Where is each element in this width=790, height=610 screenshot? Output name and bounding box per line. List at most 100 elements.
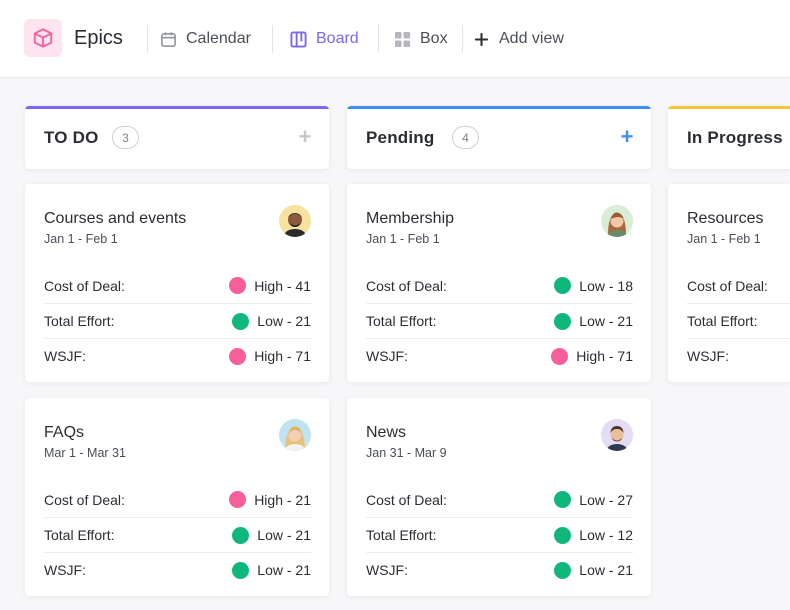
field-value[interactable]: Low - 27 — [554, 491, 633, 508]
value-text: Low - 21 — [257, 562, 311, 578]
value-text: High - 41 — [254, 277, 311, 294]
field-label: Total Effort: — [366, 313, 437, 329]
value-text: High - 71 — [254, 348, 311, 364]
value-text: Low - 18 — [579, 277, 633, 294]
status-dot — [232, 561, 250, 579]
assignee-avatar[interactable] — [279, 205, 311, 237]
field-value[interactable]: Low - 21 — [554, 312, 633, 330]
field-value[interactable]: Low - 21 — [232, 312, 311, 330]
field-label: Cost of Deal: — [366, 491, 447, 508]
task-card[interactable]: Resources Jan 1 - Feb 1 Cost of Deal: To… — [668, 184, 790, 382]
value-text: Low - 12 — [579, 527, 633, 543]
status-dot — [551, 347, 569, 365]
board-icon — [290, 30, 307, 48]
card-title: Membership — [366, 210, 455, 227]
column-count-badge: 4 — [452, 126, 479, 149]
field-label: Cost of Deal: — [366, 277, 447, 294]
epics-cube-icon[interactable] — [24, 19, 62, 57]
column-name: In Progress — [687, 128, 783, 147]
field-row: Total Effort: Low - 12 — [366, 517, 633, 552]
field-value[interactable]: High - 41 — [229, 277, 311, 294]
value-text: Low - 21 — [579, 313, 633, 329]
field-row: Cost of Deal: High - 21 — [44, 482, 311, 517]
card-dates: Mar 1 - Mar 31 — [44, 446, 126, 460]
add-task-plus-icon[interactable]: + — [298, 124, 312, 149]
tab-box-label: Box — [420, 30, 448, 47]
divider — [272, 25, 273, 53]
card-dates: Jan 1 - Feb 1 — [44, 232, 118, 246]
column-color-bar — [347, 106, 651, 109]
tab-board[interactable]: Board — [290, 28, 359, 50]
field-value[interactable]: High - 71 — [229, 347, 311, 365]
card-dates: Jan 31 - Mar 9 — [366, 446, 447, 460]
status-dot — [229, 277, 247, 294]
field-label: Total Effort: — [44, 527, 115, 543]
assignee-avatar[interactable] — [601, 419, 633, 451]
tab-box[interactable]: Box — [394, 28, 448, 50]
field-row: Total Effort: — [687, 303, 790, 338]
field-value[interactable]: Low - 21 — [554, 561, 633, 579]
add-view-button[interactable]: Add view — [473, 28, 564, 50]
column-color-bar — [668, 106, 790, 109]
value-text: High - 21 — [254, 491, 311, 508]
task-card[interactable]: News Jan 31 - Mar 9 Cost of Deal: Low - … — [347, 398, 651, 596]
field-label: WSJF: — [687, 348, 729, 364]
status-dot — [232, 526, 250, 544]
field-value[interactable]: Low - 21 — [232, 526, 311, 544]
tab-calendar-label: Calendar — [186, 30, 251, 47]
column-name: TO DO — [44, 128, 99, 147]
field-label: WSJF: — [366, 348, 408, 364]
card-dates: Jan 1 - Feb 1 — [366, 232, 440, 246]
divider — [378, 25, 379, 53]
field-value[interactable]: Low - 18 — [554, 277, 633, 294]
value-text: High - 71 — [576, 348, 633, 364]
field-value[interactable]: High - 71 — [551, 347, 633, 365]
task-card[interactable]: FAQs Mar 1 - Mar 31 Cost of Deal: High -… — [25, 398, 329, 596]
field-label: Total Effort: — [44, 313, 115, 329]
column-color-bar — [25, 106, 329, 109]
field-label: Cost of Deal: — [687, 277, 768, 294]
field-value[interactable]: Low - 21 — [232, 561, 311, 579]
column-header-todo: TO DO 3 + — [25, 106, 329, 169]
assignee-avatar[interactable] — [279, 419, 311, 451]
field-label: WSJF: — [44, 562, 86, 578]
field-value[interactable]: High - 21 — [229, 491, 311, 508]
card-title: Resources — [687, 210, 764, 227]
page-title: Epics — [74, 27, 123, 49]
field-label: Total Effort: — [366, 527, 437, 543]
status-dot — [229, 491, 247, 508]
value-text: Low - 21 — [579, 562, 633, 578]
status-dot — [554, 277, 572, 294]
status-dot — [554, 312, 572, 330]
field-row: Total Effort: Low - 21 — [44, 303, 311, 338]
status-dot — [554, 526, 572, 544]
status-dot — [554, 561, 572, 579]
card-dates: Jan 1 - Feb 1 — [687, 232, 761, 246]
column-header-in-progress: In Progress — [668, 106, 790, 169]
field-label: Cost of Deal: — [44, 277, 125, 294]
task-card[interactable]: Membership Jan 1 - Feb 1 Cost of Deal: L… — [347, 184, 651, 382]
value-text: Low - 21 — [257, 527, 311, 543]
card-title: Courses and events — [44, 210, 187, 227]
status-dot — [229, 347, 247, 365]
column-name: Pending — [366, 128, 435, 147]
column-header-pending: Pending 4 + — [347, 106, 651, 169]
card-title: FAQs — [44, 424, 85, 441]
tab-calendar[interactable]: Calendar — [160, 28, 251, 50]
field-row: WSJF: Low - 21 — [366, 552, 633, 587]
add-task-plus-icon[interactable]: + — [620, 124, 634, 149]
task-card[interactable]: Courses and events Jan 1 - Feb 1 Cost of… — [25, 184, 329, 382]
value-text: Low - 27 — [579, 491, 633, 508]
field-row: Cost of Deal: — [687, 268, 790, 303]
card-title: News — [366, 424, 407, 441]
field-row: WSJF: Low - 21 — [44, 552, 311, 587]
assignee-avatar[interactable] — [601, 205, 633, 237]
field-row: WSJF: — [687, 338, 790, 373]
top-bar: Epics Calendar Board — [0, 0, 790, 78]
field-value[interactable]: Low - 12 — [554, 526, 633, 544]
value-text: Low - 21 — [257, 313, 311, 329]
divider — [147, 25, 148, 53]
add-view-label: Add view — [499, 30, 564, 47]
field-row: Total Effort: Low - 21 — [366, 303, 633, 338]
field-row: Cost of Deal: Low - 27 — [366, 482, 633, 517]
